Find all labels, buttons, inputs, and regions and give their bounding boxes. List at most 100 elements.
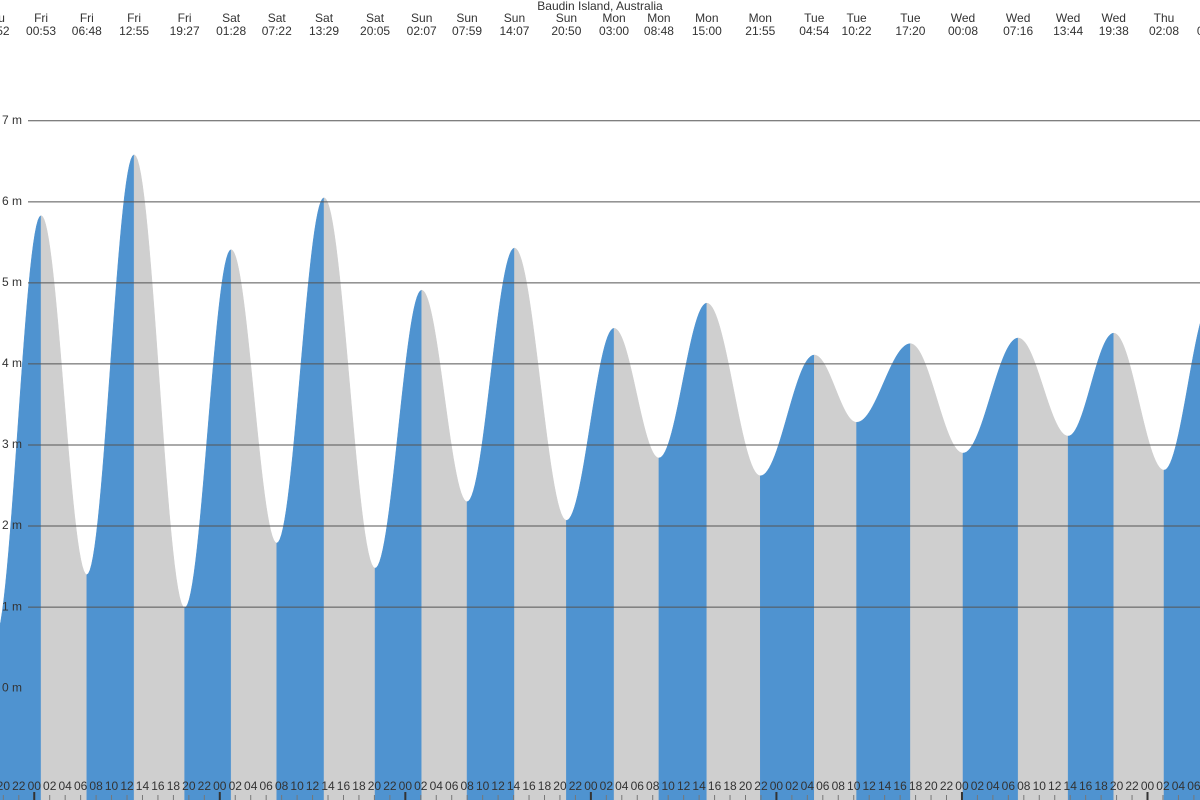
hour-label: 20 bbox=[182, 779, 196, 793]
hour-label: 02 bbox=[785, 779, 799, 793]
hour-label: 02 bbox=[600, 779, 614, 793]
hour-label: 06 bbox=[816, 779, 830, 793]
extreme-time: 19:27 bbox=[170, 24, 200, 38]
extreme-time: 20:05 bbox=[360, 24, 390, 38]
extreme-time: 00:08 bbox=[948, 24, 978, 38]
extreme-time: 18:52 bbox=[0, 24, 10, 38]
y-tick-label: 7 m bbox=[2, 113, 22, 127]
hour-label: 06 bbox=[445, 779, 459, 793]
hour-label: 00 bbox=[1141, 779, 1155, 793]
extreme-day: Sat bbox=[268, 11, 287, 25]
extreme-time: 07:22 bbox=[262, 24, 292, 38]
hour-label: 04 bbox=[244, 779, 258, 793]
hour-label: 22 bbox=[569, 779, 583, 793]
hour-label: 14 bbox=[321, 779, 335, 793]
hour-label: 20 bbox=[924, 779, 938, 793]
falling-area bbox=[323, 197, 376, 800]
hour-label: 22 bbox=[754, 779, 768, 793]
hour-label: 12 bbox=[677, 779, 691, 793]
extreme-day: Sun bbox=[456, 11, 477, 25]
hour-label: 04 bbox=[615, 779, 629, 793]
hour-label: 18 bbox=[909, 779, 923, 793]
falling-area bbox=[706, 302, 761, 800]
extreme-day: Tue bbox=[846, 11, 867, 25]
extreme-time: 08:20 bbox=[1197, 24, 1200, 38]
rising-area bbox=[1163, 322, 1200, 800]
hour-label: 18 bbox=[352, 779, 366, 793]
hour-label: 02 bbox=[1156, 779, 1170, 793]
hour-label: 04 bbox=[1172, 779, 1186, 793]
hour-label: 18 bbox=[167, 779, 181, 793]
extreme-day: Wed bbox=[1102, 11, 1126, 25]
hour-label: 22 bbox=[940, 779, 954, 793]
falling-area bbox=[1017, 337, 1069, 800]
extreme-day: Fri bbox=[80, 11, 94, 25]
extreme-day: Sun bbox=[556, 11, 577, 25]
hour-label: 06 bbox=[631, 779, 645, 793]
extreme-time: 00:53 bbox=[26, 24, 56, 38]
hour-label: 10 bbox=[662, 779, 676, 793]
extreme-time: 01:28 bbox=[216, 24, 246, 38]
hour-label: 16 bbox=[1079, 779, 1093, 793]
extreme-time: 20:50 bbox=[551, 24, 581, 38]
hour-label: 20 bbox=[553, 779, 567, 793]
rising-area bbox=[0, 215, 42, 800]
extreme-day: Mon bbox=[695, 11, 718, 25]
falling-area bbox=[514, 247, 567, 800]
hour-label: 00 bbox=[584, 779, 598, 793]
hour-label: 22 bbox=[1125, 779, 1139, 793]
y-tick-label: 2 m bbox=[2, 518, 22, 532]
extreme-day: Fri bbox=[127, 11, 141, 25]
hour-label: 10 bbox=[105, 779, 119, 793]
extreme-day: Fri bbox=[178, 11, 192, 25]
hour-label: 02 bbox=[229, 779, 243, 793]
falling-area bbox=[40, 215, 88, 800]
hour-label: 06 bbox=[1187, 779, 1200, 793]
hour-label: 06 bbox=[74, 779, 88, 793]
hour-label: 04 bbox=[58, 779, 72, 793]
chart-title: Baudin Island, Australia bbox=[537, 0, 663, 13]
extreme-time: 13:29 bbox=[309, 24, 339, 38]
hour-label: 02 bbox=[414, 779, 428, 793]
hour-label: 18 bbox=[1094, 779, 1108, 793]
rising-area bbox=[184, 249, 232, 800]
extreme-day: Thu bbox=[1154, 11, 1175, 25]
hour-label: 12 bbox=[120, 779, 134, 793]
extreme-day: Fri bbox=[34, 11, 48, 25]
extreme-time: 02:07 bbox=[407, 24, 437, 38]
hour-label: 22 bbox=[198, 779, 212, 793]
extreme-day: Wed bbox=[951, 11, 975, 25]
hour-label: 10 bbox=[847, 779, 861, 793]
extreme-time: 10:22 bbox=[842, 24, 872, 38]
hour-label: 10 bbox=[290, 779, 304, 793]
extreme-time: 06:48 bbox=[72, 24, 102, 38]
hour-label: 10 bbox=[1033, 779, 1047, 793]
rising-area bbox=[760, 354, 815, 800]
extreme-day: Mon bbox=[749, 11, 772, 25]
extreme-day: Sat bbox=[222, 11, 241, 25]
hour-label: 10 bbox=[476, 779, 490, 793]
hour-label: 02 bbox=[971, 779, 985, 793]
rising-area bbox=[276, 197, 325, 800]
hour-label: 14 bbox=[136, 779, 150, 793]
hour-label: 00 bbox=[28, 779, 42, 793]
extreme-time: 12:55 bbox=[119, 24, 149, 38]
extreme-day: Sat bbox=[366, 11, 385, 25]
extreme-time: 07:16 bbox=[1003, 24, 1033, 38]
hour-label: 00 bbox=[399, 779, 413, 793]
hour-label: 08 bbox=[89, 779, 103, 793]
hour-label: 16 bbox=[151, 779, 165, 793]
y-tick-label: 3 m bbox=[2, 437, 22, 451]
y-tick-label: 4 m bbox=[2, 356, 22, 370]
hour-label: 14 bbox=[692, 779, 706, 793]
y-tick-label: 0 m bbox=[2, 680, 22, 694]
hour-label: 22 bbox=[12, 779, 26, 793]
extreme-time: 08:48 bbox=[644, 24, 674, 38]
extreme-time: 03:00 bbox=[599, 24, 629, 38]
hour-label: 18 bbox=[538, 779, 552, 793]
hour-label: 00 bbox=[770, 779, 784, 793]
hour-label: 00 bbox=[213, 779, 227, 793]
extreme-day: Mon bbox=[647, 11, 670, 25]
hour-label: 20 bbox=[0, 779, 10, 793]
